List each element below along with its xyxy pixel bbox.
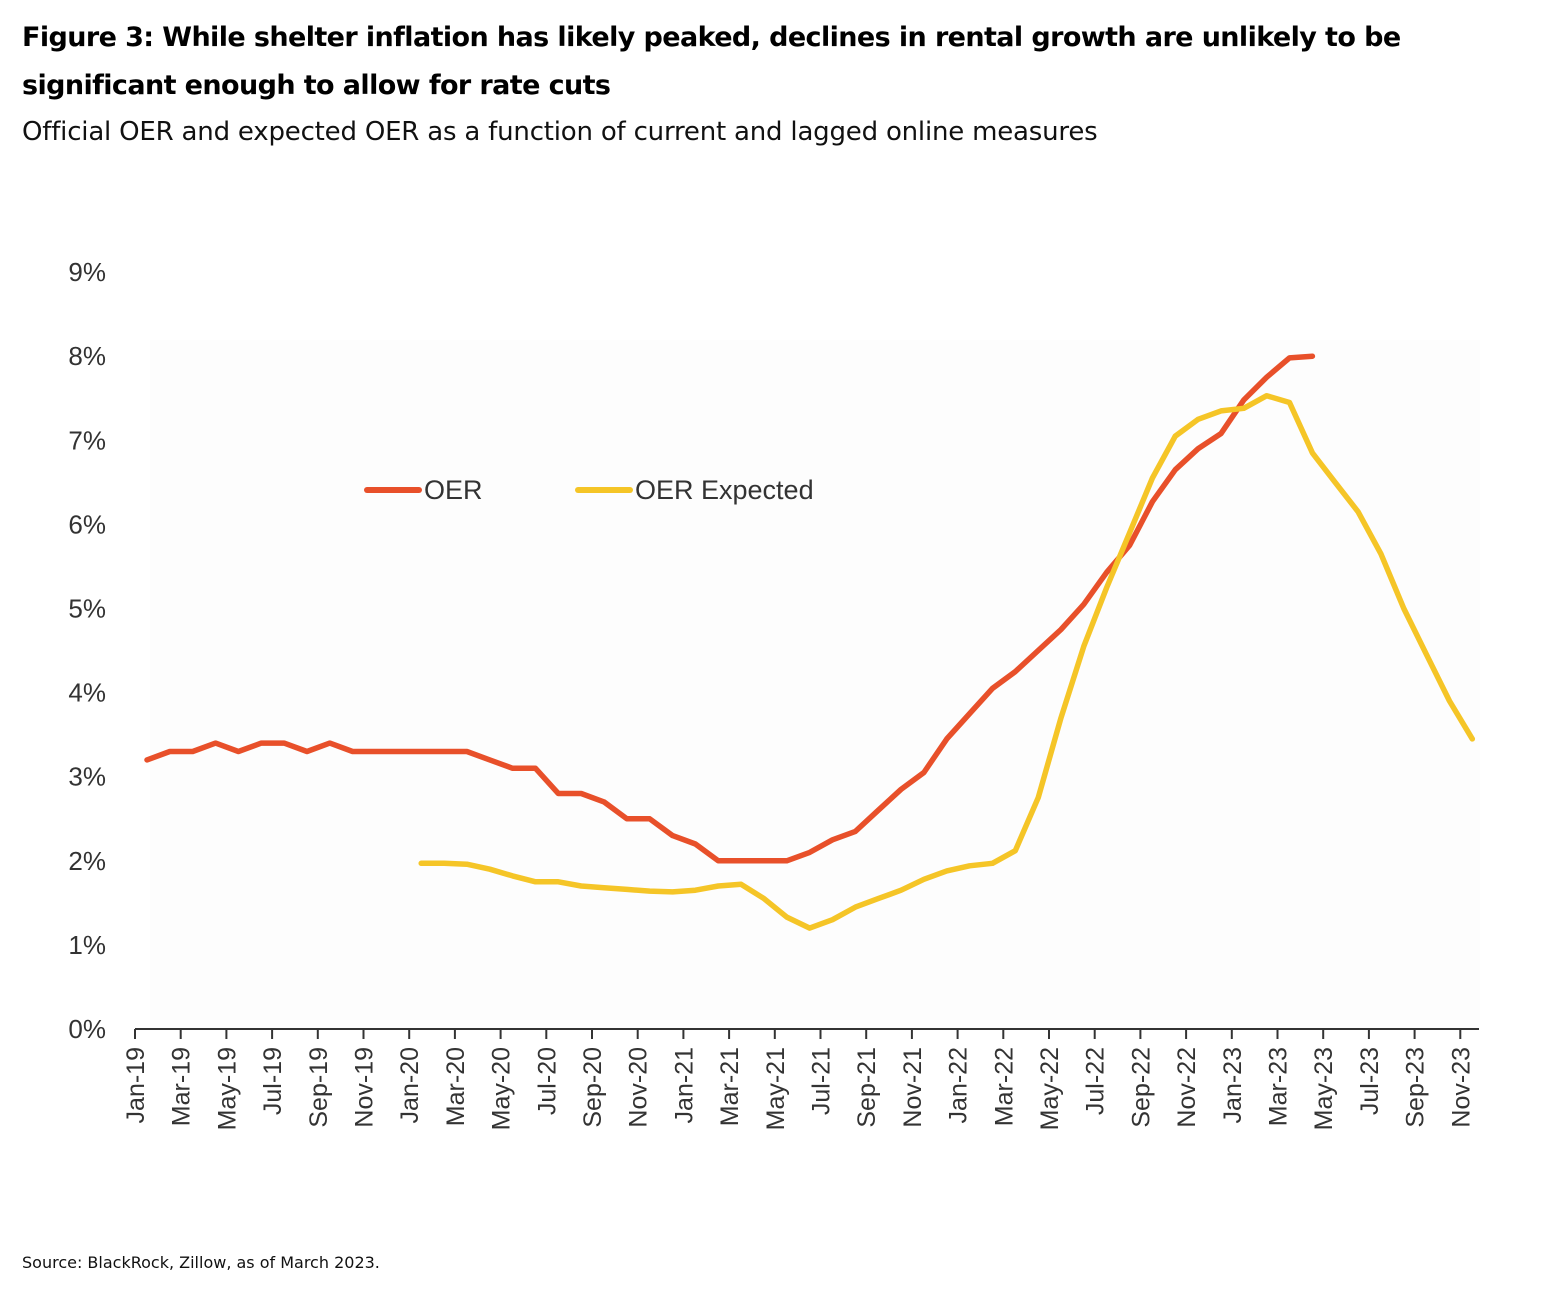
source-note: Source: BlackRock, Zillow, as of March 2… (22, 1253, 380, 1272)
y-tick-label: 2% (68, 846, 106, 876)
y-tick-label: 9% (68, 257, 106, 287)
x-tick-label: Jul-21 (808, 1047, 836, 1115)
x-tick-label: Mar-22 (990, 1047, 1018, 1126)
x-tick-label: May-20 (488, 1047, 516, 1130)
x-tick-label: May-22 (1036, 1047, 1064, 1130)
x-tick-label: Nov-19 (351, 1047, 379, 1128)
series-points-oer (146, 356, 1313, 861)
x-tick-label: Nov-21 (899, 1047, 927, 1128)
line-chart: 0%1%2%3%4%5%6%7%8%9% Jan-19 Mar-19 May-19 J… (68, 257, 1480, 1130)
x-tick-label: Jan-19 (122, 1047, 150, 1123)
x-tick-label: Sep-19 (305, 1047, 333, 1128)
y-tick-label: 0% (68, 1014, 106, 1044)
x-tick-label: Jul-20 (533, 1047, 561, 1115)
y-tick-label: 6% (68, 509, 106, 539)
x-tick-label: Nov-20 (625, 1047, 653, 1128)
y-tick-label: 8% (68, 341, 106, 371)
x-axis: Jan-19 Mar-19 May-19 Jul-19 Sep-19 Nov-19 Jan-… (122, 1028, 1479, 1130)
series-layer (144, 353, 1476, 931)
x-tick-label: Jul-22 (1082, 1047, 1110, 1115)
y-tick-label: 4% (68, 678, 106, 708)
x-tick-label: Nov-23 (1447, 1047, 1475, 1128)
x-tick-label: Jan-23 (1219, 1047, 1247, 1123)
x-tick-label: May-21 (762, 1047, 790, 1130)
y-tick-label: 3% (68, 762, 106, 792)
x-tick-label: Mar-21 (716, 1047, 744, 1126)
x-tick-label: Nov-22 (1173, 1047, 1201, 1128)
legend-label-oer: OER (424, 475, 483, 505)
x-tick-label: May-19 (213, 1047, 241, 1130)
figure-subtitle: Official OER and expected OER as a funct… (22, 117, 1098, 147)
legend: OER OER Expected (364, 475, 814, 505)
x-tick-label: Mar-23 (1265, 1047, 1293, 1126)
x-tick-label: Sep-20 (579, 1047, 607, 1128)
y-tick-label: 5% (68, 594, 106, 624)
legend-label-oer-expected: OER Expected (635, 475, 814, 505)
figure-title: Figure 3: While shelter inflation has li… (22, 22, 1401, 101)
y-tick-label: 1% (68, 930, 106, 960)
x-tick-label: Jul-19 (259, 1047, 287, 1115)
x-tick-label: Mar-20 (442, 1047, 470, 1126)
x-tick-label: Mar-19 (168, 1047, 196, 1126)
y-tick-label: 7% (68, 425, 106, 455)
x-tick-label: Jan-22 (945, 1047, 973, 1123)
plot-background (150, 340, 1480, 1030)
x-tick-label: Sep-22 (1127, 1047, 1155, 1128)
series-points-oer-expected (421, 395, 1473, 929)
x-tick-label: Jan-21 (670, 1047, 698, 1123)
x-tick-label: Jan-20 (396, 1047, 424, 1123)
x-tick-label: May-23 (1310, 1047, 1338, 1130)
x-tick-label: Sep-23 (1402, 1047, 1430, 1128)
x-tick-label: Sep-21 (853, 1047, 881, 1128)
x-tick-label: Jul-23 (1356, 1047, 1384, 1115)
y-axis: 0% 1% 2% 3% 4% 5% 6% 7% 8% 9% (68, 257, 106, 1044)
